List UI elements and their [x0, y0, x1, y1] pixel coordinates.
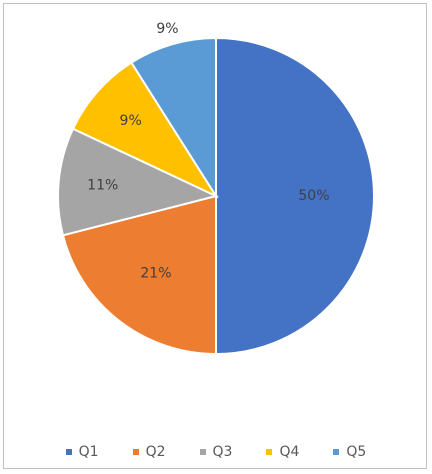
data-label-q2: 21%	[140, 265, 171, 281]
legend-swatch	[132, 449, 139, 455]
pie-slice-q4	[71, 61, 219, 199]
legend-swatch	[199, 449, 206, 455]
pie-slice-q1	[215, 36, 375, 356]
legend-item-q4: Q4	[266, 444, 299, 460]
legend-label: Q4	[279, 444, 300, 460]
pie-slice-q2	[61, 194, 217, 356]
legend-label: Q3	[212, 444, 233, 460]
data-label-q5: 9%	[156, 21, 178, 37]
data-label-q3: 11%	[87, 177, 118, 193]
legend-item-q3: Q3	[199, 444, 233, 460]
legend-swatch	[266, 449, 273, 455]
legend: Q1 Q2 Q3 Q4 Q5	[0, 440, 432, 464]
pie-slice-q5	[129, 36, 217, 200]
legend-label: Q1	[78, 444, 99, 460]
pie-slice-q3	[57, 127, 219, 237]
legend-swatch	[65, 449, 72, 455]
legend-swatch	[333, 449, 340, 455]
legend-item-q1: Q1	[65, 444, 99, 460]
legend-item-q2: Q2	[132, 444, 166, 460]
data-label-q1: 50%	[298, 188, 329, 204]
legend-label: Q5	[346, 444, 367, 460]
legend-item-q5: Q5	[333, 444, 366, 460]
data-label-q4: 9%	[120, 113, 142, 129]
legend-label: Q2	[145, 444, 166, 460]
